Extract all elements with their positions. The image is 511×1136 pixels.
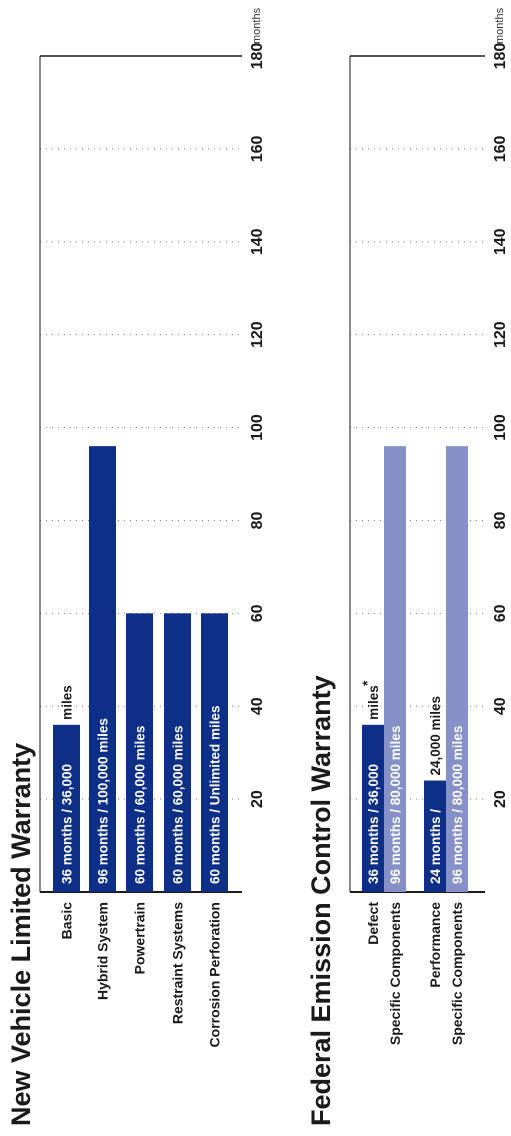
unit-label: months xyxy=(251,7,263,44)
bar xyxy=(126,613,153,892)
tick-label: 20 xyxy=(492,790,509,808)
bar xyxy=(89,446,116,892)
new-vehicle-warranty-chart: New Vehicle Limited Warranty Basic Hybrid… xyxy=(6,7,266,1126)
bar-label: 96 months / 80,000 miles xyxy=(388,726,403,884)
bar-label: 36 months / 36,000 xyxy=(366,764,381,884)
bar xyxy=(53,724,80,892)
category-label: Corrosion Perforation xyxy=(207,902,223,1047)
chart-title: New Vehicle Limited Warranty xyxy=(6,743,36,1126)
category-label-line1: Performance xyxy=(427,902,443,988)
tick-label: 160 xyxy=(249,135,266,162)
gridlines xyxy=(350,55,485,800)
tick-labels: 20 40 60 80 100 120 140 160 180 xyxy=(492,43,509,808)
bar xyxy=(164,613,191,892)
bar-label: 60 months / Unlimited miles xyxy=(208,705,223,884)
footnote-mark: * xyxy=(360,680,375,686)
tick-label: 180 xyxy=(249,43,266,70)
category-label-line1: Defect xyxy=(365,902,381,945)
bar-label: 60 months / 60,000 miles xyxy=(171,726,186,884)
tick-label: 20 xyxy=(249,790,266,808)
tick-label: 80 xyxy=(249,511,266,529)
category-label-line2: Specific Components xyxy=(449,902,465,1045)
bar xyxy=(201,613,228,892)
bar-label-outside: miles xyxy=(366,685,381,720)
bar-label: 36 months / 36,000 xyxy=(60,764,75,884)
tick-label: 100 xyxy=(249,414,266,441)
unit-label: months xyxy=(494,7,506,44)
bar-label: 96 months / 80,000 miles xyxy=(450,726,465,884)
bar xyxy=(384,446,406,892)
tick-label: 120 xyxy=(249,321,266,348)
category-label: Restraint Systems xyxy=(170,902,186,1024)
bar-label: 96 months / 100,000 miles xyxy=(96,718,111,884)
tick-label: 40 xyxy=(492,697,509,715)
tick-label: 140 xyxy=(249,228,266,255)
bars: 36 months / 36,000 miles 96 months / 100,0… xyxy=(53,446,228,892)
tick-label: 80 xyxy=(492,511,509,529)
chart-title: Federal Emission Control Warranty xyxy=(306,675,336,1126)
category-labels: Defect Specific Components Performance Spec… xyxy=(365,902,465,1045)
bars: 36 months / 36,000 miles* 24 months / 24,00… xyxy=(360,446,468,892)
tick-label: 60 xyxy=(492,604,509,622)
category-label: Basic xyxy=(59,902,75,940)
tick-label: 180 xyxy=(492,43,509,70)
tick-label: 120 xyxy=(492,321,509,348)
tick-label: 160 xyxy=(492,135,509,162)
bar-label-outside: 24,000 miles xyxy=(428,696,443,776)
bar xyxy=(424,780,446,892)
bar-label: 24 months / xyxy=(428,809,443,884)
category-label-line2: Specific Components xyxy=(387,902,403,1045)
bar xyxy=(446,446,468,892)
bar xyxy=(362,724,384,892)
category-labels: Basic Hybrid System Powertrain Restraint Sy… xyxy=(59,902,223,1048)
tick-label: 60 xyxy=(249,604,266,622)
tick-label: 140 xyxy=(492,228,509,255)
category-label: Hybrid System xyxy=(95,902,111,1000)
category-label: Powertrain xyxy=(132,902,148,974)
tick-labels: 20 40 60 80 100 120 140 160 180 xyxy=(249,43,266,808)
tick-label: 100 xyxy=(492,414,509,441)
bar-label: 60 months / 60,000 miles xyxy=(133,726,148,884)
emission-warranty-chart: Federal Emission Control Warranty Defect… xyxy=(306,7,509,1126)
bar-label-outside: miles xyxy=(60,685,75,720)
tick-label: 40 xyxy=(249,697,266,715)
